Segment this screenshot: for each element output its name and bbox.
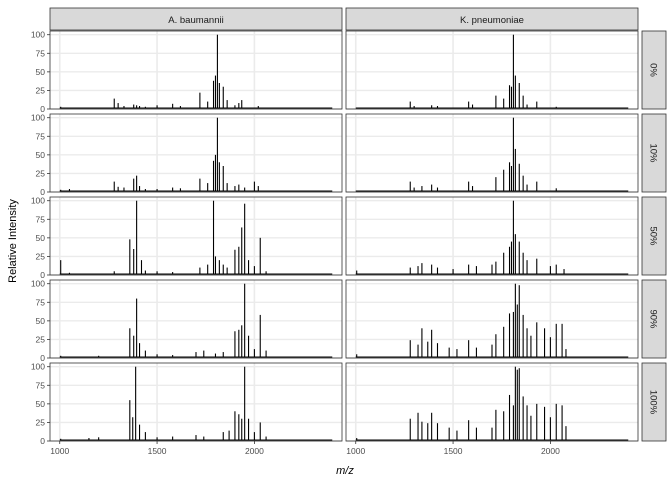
facet-strip-label-row-4: 100% [648,390,659,415]
y-tick-label: 100 [31,279,45,289]
panel-k-pneumoniae-4: 1000 1500 2000 [345,362,639,456]
panel-border [49,279,343,359]
panel-a-baumannii-0: 0 25 50 75 100 [31,30,343,114]
panel-a-baumannii-2: 0 25 50 75 100 [31,196,343,280]
x-tick-label: 1500 [148,446,167,456]
panel-border [345,113,639,193]
x-tick-label: 1500 [444,446,463,456]
facet-strip-a-baumannii [49,7,343,31]
x-tick-label: 2000 [541,446,560,456]
y-tick-label: 100 [31,196,45,206]
y-tick-label: 25 [36,334,46,344]
panel-border [345,279,639,359]
y-tick-label: 25 [36,251,46,261]
facet-strip-label-a-baumannii: A. baumannii [168,15,223,26]
panel-border [49,113,343,193]
panel-border [345,30,639,110]
panel-border [49,362,343,442]
panels-layer: A. baumannii K. pneumoniae 0% 10% 50% 90% 100%… [31,7,667,456]
panel-k-pneumoniae-3 [345,279,639,359]
y-tick-label: 0 [40,270,45,280]
x-axis-title: m/z [336,465,354,477]
facet-strip-label-k-pneumoniae: K. pneumoniae [460,15,524,26]
facet-strip-row-3 [641,279,667,359]
y-tick-label: 75 [36,48,46,58]
y-tick-label: 50 [36,233,46,243]
y-tick-label: 0 [40,187,45,197]
x-tick-label: 1000 [50,446,69,456]
y-tick-label: 100 [31,113,45,123]
facet-strip-label-row-1: 10% [648,143,659,163]
y-tick-label: 0 [40,104,45,114]
y-tick-label: 100 [31,362,45,372]
facet-strip-row-0 [641,30,667,110]
y-tick-label: 75 [36,297,46,307]
facet-strip-row-4 [641,362,667,442]
x-tick-label: 1000 [346,446,365,456]
y-tick-label: 25 [36,417,46,427]
panel-border [49,196,343,276]
y-tick-label: 50 [36,67,46,77]
panel-border [345,362,639,442]
y-tick-label: 0 [40,436,45,446]
facet-strip-label-row-2: 50% [648,226,659,246]
y-tick-label: 50 [36,399,46,409]
y-tick-label: 50 [36,150,46,160]
y-axis-title: Relative Intensity [7,199,19,283]
y-tick-label: 75 [36,214,46,224]
panel-border [49,30,343,110]
facet-strip-k-pneumoniae [345,7,639,31]
panel-k-pneumoniae-0 [345,30,639,110]
x-tick-label: 2000 [245,446,264,456]
y-tick-label: 0 [40,353,45,363]
y-tick-label: 25 [36,168,46,178]
y-tick-label: 100 [31,30,45,40]
y-tick-label: 75 [36,380,46,390]
panel-a-baumannii-3: 0 25 50 75 100 [31,279,343,363]
panel-a-baumannii-4: 0 25 50 75 100 1000 1500 2000 [31,362,343,456]
panel-k-pneumoniae-1 [345,113,639,193]
y-tick-label: 25 [36,85,46,95]
facet-strip-label-row-0: 0% [648,63,659,77]
facet-strip-label-row-3: 90% [648,309,659,329]
panel-a-baumannii-1: 0 25 50 75 100 [31,113,343,197]
panel-border [345,196,639,276]
y-tick-label: 50 [36,316,46,326]
facet-strip-row-1 [641,113,667,193]
y-tick-label: 75 [36,131,46,141]
panel-k-pneumoniae-2 [345,196,639,276]
facet-strip-row-2 [641,196,667,276]
